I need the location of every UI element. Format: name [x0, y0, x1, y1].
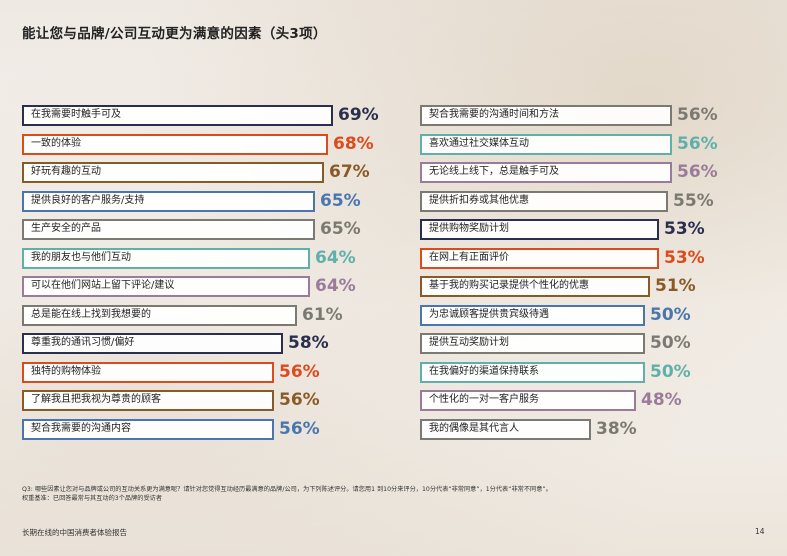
bar: 为忠诚顾客提供贵宾级待遇 [420, 305, 645, 326]
bar-value-label: 64% [315, 248, 356, 268]
bar: 我的朋友也与他们互动 [22, 248, 310, 269]
bar: 可以在他们网站上留下评论/建议 [22, 276, 310, 297]
bar-value-label: 65% [320, 219, 361, 239]
bar-value-label: 61% [302, 305, 343, 325]
bar: 生产安全的产品 [22, 219, 315, 240]
bar: 无论线上线下，总是触手可及 [420, 162, 672, 183]
bar-value-label: 56% [677, 105, 718, 125]
bar-value-label: 55% [673, 191, 714, 211]
bar-value-label: 56% [677, 134, 718, 154]
bar: 提供互动奖励计划 [420, 333, 645, 354]
footnote-base: 权重基准：已回答最常与其互动的3个品牌的受访者 [22, 494, 163, 502]
bar: 个性化的一对一客户服务 [420, 390, 636, 411]
bar: 在我需要时触手可及 [22, 105, 333, 126]
bar: 独特的购物体验 [22, 362, 274, 383]
chart-title: 能让您与品牌/公司互动更为满意的因素（头3项） [22, 26, 327, 42]
bar: 提供购物奖励计划 [420, 219, 659, 240]
bar-value-label: 51% [655, 276, 696, 296]
bar-value-label: 58% [288, 333, 329, 353]
footnote-question: Q3: 哪些因素让您对与品牌或公司的互动关系更为满意呢？请针对您觉得互动经历最满… [22, 486, 552, 493]
bar: 一致的体验 [22, 134, 328, 155]
bar-value-label: 56% [279, 362, 320, 382]
bar: 尊重我的通讯习惯/偏好 [22, 333, 283, 354]
bar-value-label: 64% [315, 276, 356, 296]
bar: 契合我需要的沟通时间和方法 [420, 105, 672, 126]
bar-value-label: 50% [650, 362, 691, 382]
bar-value-label: 56% [677, 162, 718, 182]
bar-value-label: 50% [650, 333, 691, 353]
bar-value-label: 65% [320, 191, 361, 211]
bar-value-label: 50% [650, 305, 691, 325]
bar-value-label: 53% [664, 219, 705, 239]
bar-value-label: 38% [596, 419, 637, 439]
bar-value-label: 69% [338, 105, 379, 125]
bar: 提供折扣券或其他优惠 [420, 191, 668, 212]
bar-value-label: 67% [329, 162, 370, 182]
bar-value-label: 56% [279, 419, 320, 439]
report-name: 长期在线的中国消费者体验报告 [22, 528, 127, 537]
bar: 好玩有趣的互动 [22, 162, 324, 183]
bar-value-label: 56% [279, 390, 320, 410]
bar: 契合我需要的沟通内容 [22, 419, 274, 440]
bar: 在网上有正面评价 [420, 248, 659, 269]
bar: 了解我且把我视为尊贵的顾客 [22, 390, 274, 411]
bar: 我的偶像是其代言人 [420, 419, 591, 440]
bar: 提供良好的客户服务/支持 [22, 191, 315, 212]
bar: 喜欢通过社交媒体互动 [420, 134, 672, 155]
bar-value-label: 68% [333, 134, 374, 154]
page-number: 14 [755, 527, 765, 536]
footnote: Q3: 哪些因素让您对与品牌或公司的互动关系更为满意呢？请针对您觉得互动经历最满… [22, 486, 762, 503]
bar: 总是能在线上找到我想要的 [22, 305, 297, 326]
bar: 基于我的购买记录提供个性化的优惠 [420, 276, 650, 297]
bar: 在我偏好的渠道保持联系 [420, 362, 645, 383]
bar-value-label: 53% [664, 248, 705, 268]
bar-value-label: 48% [641, 390, 682, 410]
